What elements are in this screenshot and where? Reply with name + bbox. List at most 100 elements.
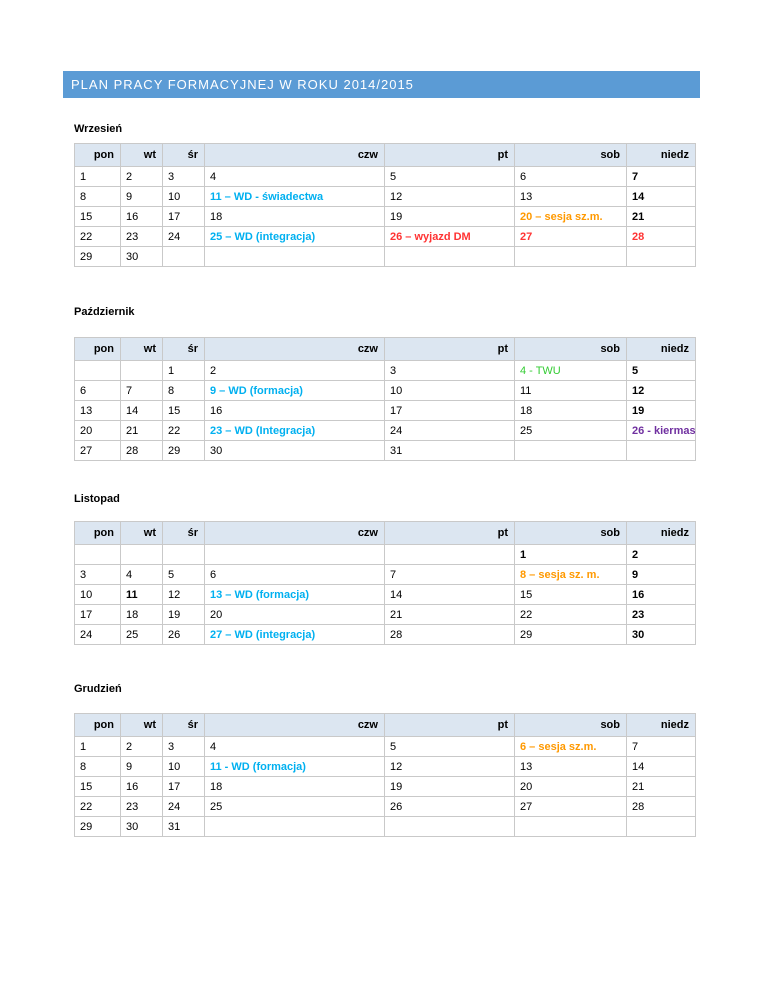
weekday-header: wt — [120, 713, 163, 737]
day-cell: 25 – WD (integracja) — [204, 226, 385, 247]
day-cell: 21 — [626, 776, 696, 797]
day-cell: 14 — [626, 756, 696, 777]
day-cell: 15 — [162, 400, 205, 421]
day-cell — [204, 816, 385, 837]
day-cell: 13 – WD (formacja) — [204, 584, 385, 605]
day-cell: 27 – WD (integracja) — [204, 624, 385, 645]
day-cell: 3 — [74, 564, 121, 585]
day-cell: 6 — [204, 564, 385, 585]
month-calendar-table: pon wt śr czw pt sob niedz 1 2 3 4 5 6 – sesja sz.m.… — [74, 713, 696, 837]
day-cell: 16 — [204, 400, 385, 421]
day-cell: 19 — [384, 776, 515, 797]
day-cell: 2 — [204, 360, 385, 381]
weekday-header: sob — [514, 713, 627, 737]
month-calendar-table: pon wt śr czw pt sob niedz 1 2 3 4 5 6 7 8 – sesja sz.… — [74, 521, 696, 645]
day-cell: 3 — [162, 736, 205, 757]
day-cell — [514, 246, 627, 267]
day-cell — [384, 246, 515, 267]
weekday-header: niedz — [626, 143, 696, 167]
week-row: 29 30 31 — [74, 816, 696, 837]
day-cell: 9 — [120, 756, 163, 777]
week-row: 8 9 10 11 – WD - świadectwa 12 13 14 — [74, 186, 696, 207]
day-cell: 30 — [120, 816, 163, 837]
weekday-header: śr — [162, 337, 205, 361]
day-cell: 13 — [74, 400, 121, 421]
day-cell: 30 — [626, 624, 696, 645]
day-cell: 15 — [514, 584, 627, 605]
day-cell: 28 — [384, 624, 515, 645]
day-cell: 7 — [120, 380, 163, 401]
day-cell: 21 — [384, 604, 515, 625]
day-cell: 10 — [384, 380, 515, 401]
day-cell: 19 — [162, 604, 205, 625]
week-row: 22 23 24 25 26 27 28 — [74, 796, 696, 817]
weekday-header: czw — [204, 143, 385, 167]
page-title: PLAN PRACY FORMACYJNEJ W ROKU 2014/2015 — [71, 77, 414, 92]
day-cell: 2 — [120, 736, 163, 757]
day-cell: 22 — [74, 226, 121, 247]
day-cell — [162, 246, 205, 267]
week-row: 8 9 10 11 - WD (formacja) 12 13 14 — [74, 756, 696, 777]
day-cell: 23 — [120, 226, 163, 247]
day-cell — [626, 246, 696, 267]
day-cell: 27 — [514, 796, 627, 817]
day-cell: 26 — [384, 796, 515, 817]
week-row: 29 30 — [74, 246, 696, 267]
day-cell: 19 — [626, 400, 696, 421]
day-cell: 9 — [626, 564, 696, 585]
day-cell: 2 — [626, 544, 696, 565]
day-cell: 28 — [120, 440, 163, 461]
day-cell: 31 — [384, 440, 515, 461]
day-cell: 5 — [384, 166, 515, 187]
weekday-header-row: pon wt śr czw pt sob niedz — [74, 143, 696, 167]
day-cell: 28 — [626, 226, 696, 247]
day-cell: 5 — [162, 564, 205, 585]
day-cell: 28 — [626, 796, 696, 817]
day-cell — [514, 440, 627, 461]
day-cell: 9 — [120, 186, 163, 207]
day-cell: 4 - TWU — [514, 360, 627, 381]
day-cell: 1 — [514, 544, 627, 565]
weekday-header: sob — [514, 337, 627, 361]
weekday-header: sob — [514, 143, 627, 167]
day-cell: 13 — [514, 756, 627, 777]
day-cell: 17 — [384, 400, 515, 421]
weekday-header: pt — [384, 337, 515, 361]
day-cell: 4 — [204, 166, 385, 187]
day-cell: 5 — [384, 736, 515, 757]
day-cell: 23 – WD (Integracja) — [204, 420, 385, 441]
day-cell — [626, 440, 696, 461]
day-cell: 17 — [74, 604, 121, 625]
day-cell: 14 — [626, 186, 696, 207]
day-cell: 26 — [162, 624, 205, 645]
week-row: 15 16 17 18 19 20 – sesja sz.m. 21 — [74, 206, 696, 227]
day-cell: 22 — [162, 420, 205, 441]
day-cell: 19 — [384, 206, 515, 227]
day-cell: 11 — [120, 584, 163, 605]
weekday-header: wt — [120, 337, 163, 361]
day-cell: 10 — [162, 186, 205, 207]
day-cell: 21 — [626, 206, 696, 227]
day-cell: 11 - WD (formacja) — [204, 756, 385, 777]
month-title: Październik — [74, 306, 135, 318]
weekday-header: niedz — [626, 713, 696, 737]
day-cell: 24 — [74, 624, 121, 645]
day-cell: 6 – sesja sz.m. — [514, 736, 627, 757]
day-cell: 29 — [74, 246, 121, 267]
day-cell: 14 — [120, 400, 163, 421]
day-cell: 12 — [162, 584, 205, 605]
day-cell — [120, 360, 163, 381]
day-cell: 31 — [162, 816, 205, 837]
weekday-header: pon — [74, 713, 121, 737]
day-cell: 25 — [204, 796, 385, 817]
day-cell: 18 — [204, 206, 385, 227]
day-cell: 7 — [626, 166, 696, 187]
day-cell: 9 – WD (formacja) — [204, 380, 385, 401]
day-cell: 8 — [162, 380, 205, 401]
day-cell: 12 — [384, 186, 515, 207]
day-cell: 1 — [74, 736, 121, 757]
day-cell — [384, 544, 515, 565]
